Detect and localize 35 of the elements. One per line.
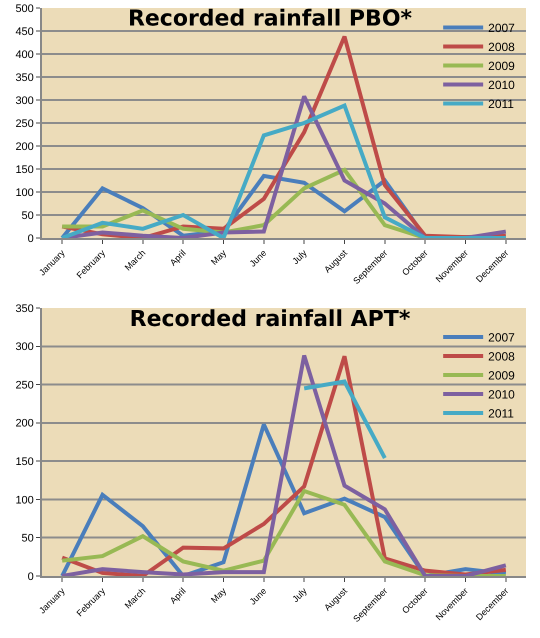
chart-title: Recorded rainfall APT* xyxy=(130,307,411,332)
legend-label: 2007 xyxy=(488,330,516,345)
legend-label: 2010 xyxy=(488,78,516,92)
y-tick-label: 350 xyxy=(15,302,34,315)
legend-label: 2009 xyxy=(488,368,516,383)
legend-label: 2008 xyxy=(488,40,516,54)
y-tick-label: 150 xyxy=(15,164,34,176)
x-tick-label: July xyxy=(290,247,310,266)
x-tick-label: July xyxy=(290,585,310,604)
legend-label: 2011 xyxy=(488,406,514,421)
y-tick-label: 0 xyxy=(28,570,34,583)
y-tick-label: 200 xyxy=(15,140,34,153)
y-tick-label: 300 xyxy=(15,341,34,354)
legend-label: 2007 xyxy=(488,21,516,36)
x-tick-label: May xyxy=(208,585,228,605)
x-tick-label: May xyxy=(208,247,228,267)
legend-label: 2009 xyxy=(488,59,516,74)
y-tick-label: 350 xyxy=(15,72,34,84)
y-tick-label: 100 xyxy=(15,494,34,506)
legend-label: 2010 xyxy=(488,388,516,402)
y-tick-label: 50 xyxy=(22,532,34,545)
y-tick-label: 0 xyxy=(28,232,34,245)
y-tick-label: 250 xyxy=(15,118,34,130)
y-tick-label: 400 xyxy=(15,48,34,61)
legend-label: 2011 xyxy=(488,97,514,112)
y-tick-label: 100 xyxy=(15,186,34,199)
y-tick-label: 500 xyxy=(15,2,34,15)
y-tick-label: 450 xyxy=(15,26,34,38)
chart-title: Recorded rainfall PBO* xyxy=(128,6,413,32)
y-tick-label: 200 xyxy=(15,418,34,430)
y-tick-label: 250 xyxy=(15,379,34,392)
y-tick-label: 150 xyxy=(15,456,34,468)
y-tick-label: 300 xyxy=(15,94,34,107)
legend-label: 2008 xyxy=(488,350,516,364)
y-tick-label: 50 xyxy=(22,210,34,222)
